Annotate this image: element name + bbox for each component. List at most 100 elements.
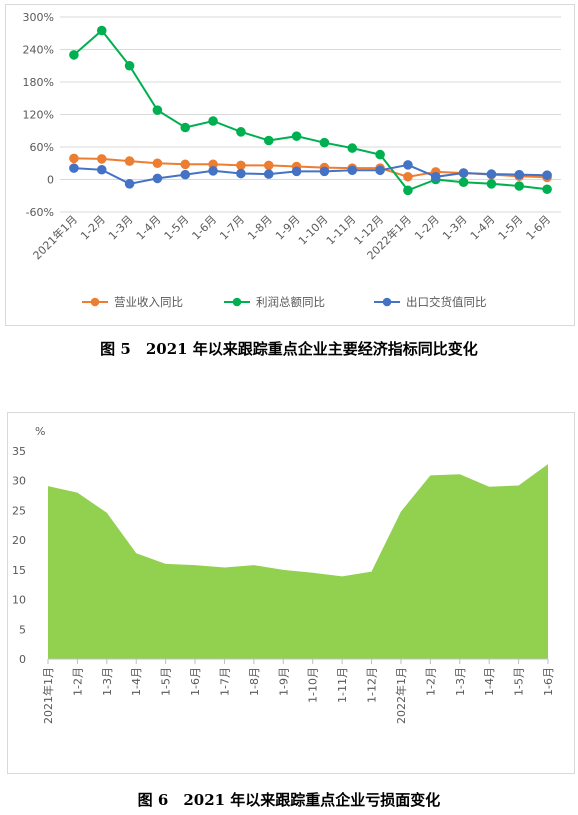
figure-5-caption: 图 5 2021 年以来跟踪重点企业主要经济指标同比变化: [100, 340, 478, 358]
data-point: [124, 156, 135, 166]
data-point: [458, 168, 469, 178]
data-point: [124, 60, 135, 71]
area-chart: 35 30 25 20 15 10 5 0% 2021年1月 1-2月 1-3月 1-4月 1-5月 1-…: [12, 425, 555, 724]
data-point: [236, 127, 246, 137]
data-point: [180, 169, 191, 180]
data-point: [542, 170, 552, 180]
x-tick-label: 2022年1月: [394, 667, 408, 724]
y-tick-label: 35: [12, 445, 26, 458]
x-tick-label: 1-9月: [277, 667, 290, 696]
data-point: [375, 149, 385, 160]
x-tick-label: 1-8月: [248, 667, 261, 696]
data-point: [430, 171, 441, 182]
x-tick-label: 1-2月: [78, 213, 108, 243]
data-point: [319, 166, 330, 177]
y-tick-label: 120%: [23, 109, 54, 122]
y-tick-label: 300%: [23, 11, 54, 24]
legend-label: 出口交货值同比: [406, 295, 487, 309]
x-tick-label: 1-12月: [366, 667, 379, 703]
x-tick-label: 2021年1月: [41, 667, 55, 724]
x-tick-label: 1-2月: [412, 213, 442, 243]
data-point: [152, 173, 163, 184]
data-point: [96, 164, 107, 175]
data-point: [69, 50, 79, 60]
y-tick-label: 30: [12, 475, 26, 488]
chart-panel-loss-ratio: 35 30 25 20 15 10 5 0% 2021年1月 1-2月 1-3月 1-4月 1-5月 1-…: [7, 412, 575, 774]
data-point: [291, 131, 302, 141]
x-tick-label: 2021年1月: [30, 212, 80, 262]
x-tick-label: 1-11月: [324, 213, 359, 248]
y-tick-label: 240%: [23, 44, 54, 57]
loss-ratio-area: [48, 464, 548, 659]
x-tick-label: 1-3月: [454, 667, 467, 696]
data-point: [263, 169, 274, 179]
data-point: [486, 179, 497, 189]
data-point: [208, 166, 218, 176]
x-tick-label: 1-4月: [483, 667, 496, 696]
data-point: [347, 143, 358, 153]
y-tick-label: 180%: [23, 76, 54, 89]
data-point: [152, 158, 163, 169]
x-tick-label: 1-2月: [71, 667, 84, 696]
data-point: [180, 159, 191, 170]
data-point: [514, 169, 525, 180]
data-point: [319, 137, 330, 148]
data-point: [236, 160, 246, 171]
y-tick-label: 5: [19, 623, 26, 636]
y-tick-label: 15: [12, 564, 26, 577]
x-tick-label: 1-2月: [424, 667, 437, 696]
data-point: [263, 135, 274, 146]
legend-swatch-marker: [90, 297, 100, 307]
x-tick-label: 1-5月: [513, 667, 526, 696]
x-tick-label: 1-8月: [245, 213, 275, 243]
x-tick-label: 1-6月: [190, 213, 220, 243]
y-tick-label: 0: [47, 174, 54, 187]
y-tick-label: -60%: [26, 206, 54, 219]
x-tick-label: 1-7月: [217, 213, 247, 243]
data-point: [514, 181, 525, 191]
data-point: [291, 166, 302, 177]
x-tick-label: 1-5月: [162, 213, 192, 243]
y-tick-label: 60%: [30, 141, 54, 154]
legend-swatch-marker: [382, 297, 392, 307]
x-tick-label: 1-6月: [524, 213, 554, 243]
data-point: [152, 105, 163, 115]
x-tick-label: 1-10月: [296, 213, 331, 248]
legend-swatch-marker: [232, 297, 242, 307]
data-point: [69, 163, 79, 173]
data-point: [180, 122, 191, 133]
x-tick-label: 1-7月: [218, 667, 231, 696]
chart-panel-profit-indicators: 300% 240% 180% 120% 60% 0 -60% 2021年1月 1-2月 1-3月 1…: [5, 4, 575, 326]
x-tick-label: 1-4月: [130, 667, 143, 696]
line-chart: 300%240%180%120%60%0-60%2021年1月1-2月1-3月1…: [23, 11, 561, 309]
data-point: [486, 169, 497, 179]
data-point: [542, 184, 552, 195]
x-tick-label: 1-11月: [336, 667, 349, 703]
data-point: [403, 185, 413, 196]
data-point: [403, 171, 413, 182]
x-tick-label: 1-3月: [106, 213, 136, 243]
y-tick-label: 25: [12, 504, 26, 517]
x-tick-label: 1-10月: [307, 667, 320, 703]
data-point: [96, 154, 107, 164]
legend-label: 利润总额同比: [256, 295, 325, 309]
data-point: [236, 168, 246, 179]
x-tick-label: 1-5月: [160, 667, 173, 696]
x-tick-label: 1-6月: [189, 667, 202, 696]
data-point: [96, 25, 107, 36]
data-point: [69, 153, 79, 164]
data-point: [375, 165, 385, 176]
data-point: [458, 177, 469, 188]
legend-label: 营业收入同比: [114, 295, 183, 309]
x-tick-label: 1-4月: [134, 213, 164, 243]
x-tick-label: 1-5月: [496, 213, 526, 243]
figure-6-caption: 图 6 2021 年以来跟踪重点企业亏损面变化: [137, 791, 441, 809]
y-tick-label: 20: [12, 534, 26, 547]
x-tick-label: 1-3月: [440, 213, 470, 243]
x-tick-label: 1-3月: [101, 667, 114, 696]
data-point: [263, 160, 274, 171]
y-unit-label: %: [35, 425, 45, 438]
y-tick-label: 10: [12, 594, 26, 607]
y-tick-label: 0: [19, 653, 26, 666]
data-point: [347, 165, 358, 176]
